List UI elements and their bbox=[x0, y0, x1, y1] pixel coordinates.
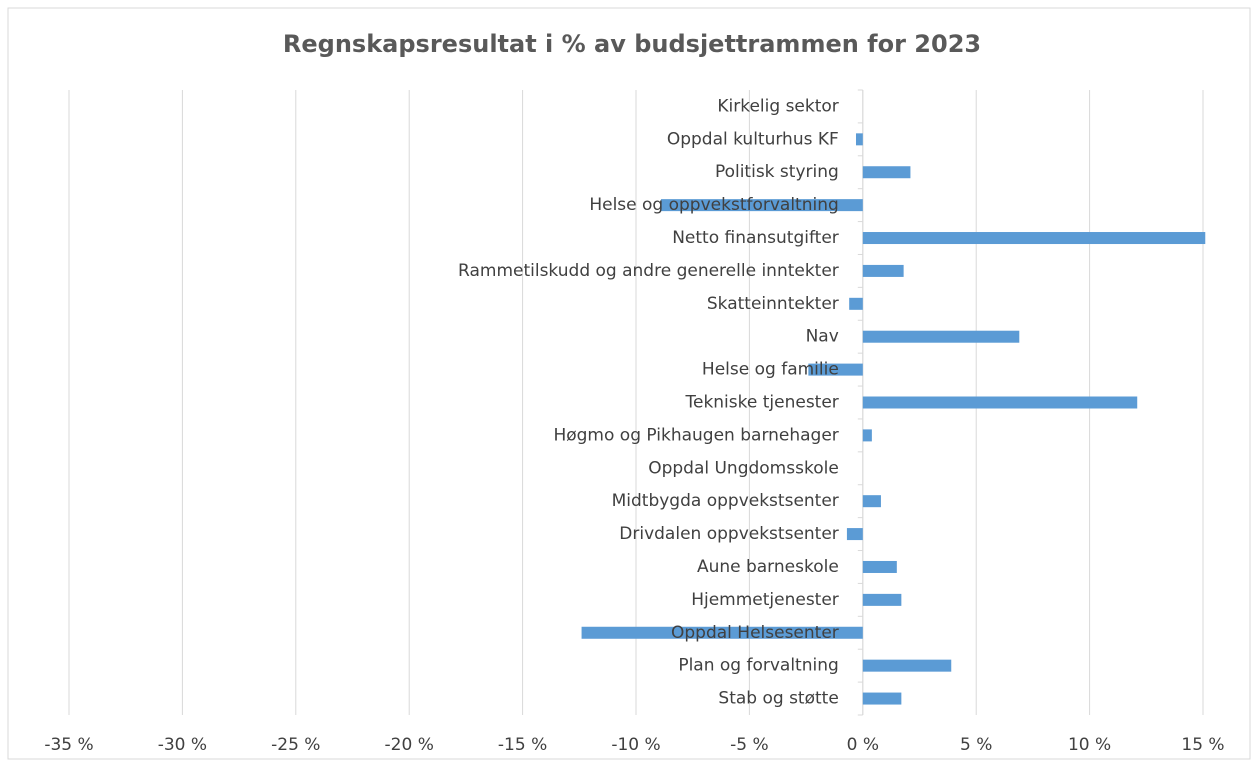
bar bbox=[808, 363, 863, 376]
bar bbox=[862, 495, 881, 508]
y-tick-label: Plan og forvaltning bbox=[678, 656, 838, 676]
y-tick-label: Aune barneskole bbox=[697, 557, 839, 577]
bar bbox=[862, 166, 911, 179]
x-tick-label: -35 % bbox=[44, 735, 93, 755]
y-tick-label: Stab og støtte bbox=[718, 689, 838, 709]
bar bbox=[862, 659, 952, 672]
y-tick-label: Oppdal Ungdomsskole bbox=[648, 458, 839, 478]
y-tick-label: Oppdal Helsesenter bbox=[671, 623, 839, 643]
y-tick-label: Netto finansutgifter bbox=[672, 228, 839, 248]
x-tick-label: -20 % bbox=[385, 735, 434, 755]
bar bbox=[846, 528, 863, 541]
chart-title: Regnskapsresultat i % av budsjettrammen … bbox=[283, 30, 981, 58]
x-tick-label: -10 % bbox=[611, 735, 660, 755]
y-tick-label: Drivdalen oppvekstsenter bbox=[619, 524, 839, 544]
x-tick-label: 5 % bbox=[960, 735, 992, 755]
y-tick-label: Politisk styring bbox=[715, 162, 839, 182]
y-tick-label: Hjemmetjenester bbox=[691, 590, 839, 610]
y-tick-label: Midtbygda oppvekstsenter bbox=[612, 491, 839, 511]
x-tick-label: -15 % bbox=[498, 735, 547, 755]
bar bbox=[862, 560, 897, 573]
chart-border bbox=[7, 7, 1251, 760]
bar bbox=[862, 264, 904, 277]
x-tick-label: -30 % bbox=[158, 735, 207, 755]
bar bbox=[581, 626, 863, 639]
x-tick-label: -5 % bbox=[730, 735, 769, 755]
y-tick-label: Høgmo og Pikhaugen barnehager bbox=[553, 425, 838, 445]
y-tick-label: Oppdal kulturhus KF bbox=[667, 129, 839, 149]
bar bbox=[855, 133, 863, 146]
bar bbox=[660, 199, 863, 212]
y-tick-label: Helse og familie bbox=[702, 360, 839, 380]
bar bbox=[862, 429, 872, 442]
bar bbox=[862, 593, 902, 606]
y-tick-label: Rammetilskudd og andre generelle inntekt… bbox=[458, 261, 839, 281]
bar bbox=[862, 396, 1138, 409]
bar bbox=[862, 692, 902, 705]
y-tick-label: Helse og oppvekstforvaltning bbox=[589, 195, 838, 215]
x-tick-label: -25 % bbox=[271, 735, 320, 755]
x-tick-label: 10 % bbox=[1068, 735, 1111, 755]
y-tick-label: Skatteinntekter bbox=[707, 294, 839, 314]
y-tick-label: Tekniske tjenester bbox=[684, 393, 838, 413]
x-tick-label: 0 % bbox=[847, 735, 879, 755]
bar bbox=[862, 330, 1020, 343]
bar bbox=[862, 232, 1206, 245]
x-tick-label: 15 % bbox=[1181, 735, 1224, 755]
bar bbox=[849, 297, 863, 310]
y-tick-label: Nav bbox=[806, 327, 839, 347]
y-tick-label: Kirkelig sektor bbox=[717, 96, 838, 116]
